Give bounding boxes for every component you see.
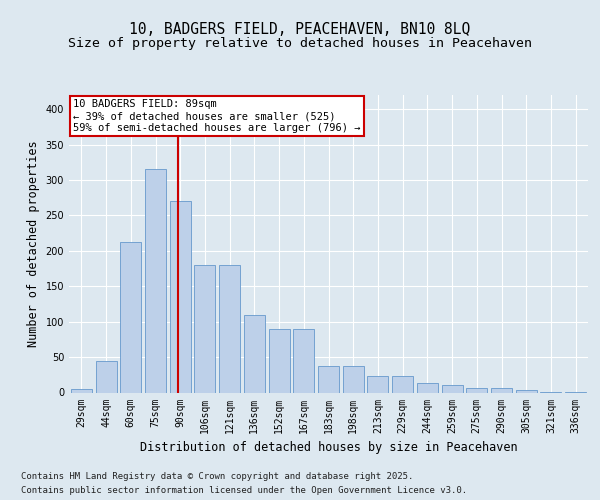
- Bar: [194, 265, 215, 392]
- Bar: [170, 201, 191, 392]
- Text: Contains HM Land Registry data © Crown copyright and database right 2025.: Contains HM Land Registry data © Crown c…: [21, 472, 413, 481]
- Bar: [343, 366, 364, 392]
- Bar: [442, 386, 463, 392]
- Bar: [516, 390, 537, 392]
- Text: Size of property relative to detached houses in Peacehaven: Size of property relative to detached ho…: [68, 38, 532, 51]
- Bar: [145, 170, 166, 392]
- Bar: [244, 314, 265, 392]
- Bar: [466, 388, 487, 392]
- Bar: [367, 376, 388, 392]
- X-axis label: Distribution of detached houses by size in Peacehaven: Distribution of detached houses by size …: [140, 441, 517, 454]
- Bar: [491, 388, 512, 392]
- Bar: [219, 265, 240, 392]
- Y-axis label: Number of detached properties: Number of detached properties: [27, 140, 40, 347]
- Bar: [392, 376, 413, 392]
- Text: 10, BADGERS FIELD, PEACEHAVEN, BN10 8LQ: 10, BADGERS FIELD, PEACEHAVEN, BN10 8LQ: [130, 22, 470, 38]
- Text: 10 BADGERS FIELD: 89sqm
← 39% of detached houses are smaller (525)
59% of semi-d: 10 BADGERS FIELD: 89sqm ← 39% of detache…: [73, 100, 361, 132]
- Bar: [71, 389, 92, 392]
- Bar: [95, 362, 116, 392]
- Bar: [417, 384, 438, 392]
- Bar: [120, 242, 141, 392]
- Bar: [293, 329, 314, 392]
- Bar: [269, 329, 290, 392]
- Text: Contains public sector information licensed under the Open Government Licence v3: Contains public sector information licen…: [21, 486, 467, 495]
- Bar: [318, 366, 339, 392]
